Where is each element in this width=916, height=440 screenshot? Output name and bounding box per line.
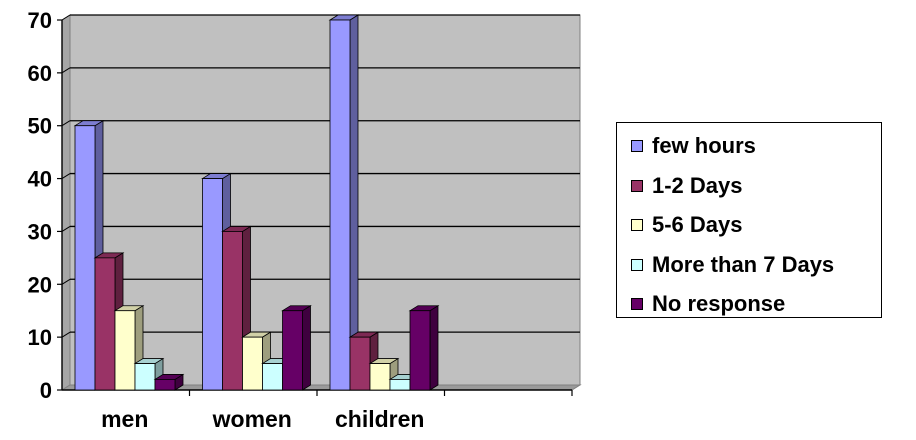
bar-front [202,178,223,391]
side-wall [61,14,71,391]
legend-swatch [631,298,643,310]
bar-side [429,304,439,391]
bars [73,14,440,391]
bar-front [262,363,283,391]
bar [153,373,185,391]
bar [408,304,440,391]
x-tick-label: men [101,406,148,432]
gridline-side [61,120,71,127]
bar [133,357,165,391]
legend-item: 1-2 Days [631,172,743,198]
x-axis-ticks: men women children [101,406,424,432]
gridline-side [61,331,71,338]
legend-swatch [631,219,643,231]
x-tick-label: women [212,406,292,432]
legend-item: 5-6 Days [631,212,743,237]
gridline-side [61,226,71,232]
gridlines [61,14,580,338]
legend-label: More than 7 Days [652,251,835,277]
legend-item: More than 7 Days [631,251,835,277]
gridline-side [61,67,71,74]
bar-front [329,19,351,391]
gridline-side [61,14,71,21]
back-wall [69,14,581,386]
y-axis-ticks: 0 10 20 30 40 50 60 70 [28,8,52,403]
y-tick-label: 20 [28,272,52,297]
bar-chart: 0 10 20 30 40 50 60 70 men women children [28,8,582,432]
y-tick-label: 70 [28,8,52,33]
bar-front [222,231,243,391]
bar [328,14,360,391]
bar-front [114,310,136,391]
y-tick-label: 0 [40,378,52,403]
bar-front [369,363,391,391]
gridline-side [61,278,71,285]
bar-front [409,310,431,391]
legend: few hours 1-2 Days 5-6 Days More than 7 Day… [616,122,882,318]
x-tick-label: children [335,406,424,432]
y-tick-label: 60 [28,61,52,86]
bar-front [389,379,411,391]
bar-front [134,363,156,391]
bar-front [349,336,371,391]
y-tick-label: 40 [28,167,52,192]
bar-front [282,310,303,391]
legend-label: 5-6 Days [652,212,743,237]
legend-item: few hours [631,133,756,158]
legend-swatch [631,179,643,192]
bar-side [302,304,311,391]
legend-label: No response [652,291,786,316]
y-tick-label: 10 [28,325,52,350]
bar-front [154,379,176,391]
gridline-side [61,173,71,179]
bar-front [242,336,263,391]
bar [281,304,312,391]
legend-label: 1-2 Days [652,172,743,198]
y-tick-label: 50 [28,114,52,139]
legend-item: No response [631,291,786,316]
legend-label: few hours [652,133,756,158]
y-tick-label: 30 [28,219,52,244]
legend-swatch [631,258,643,271]
bar-front [74,125,96,391]
bar-front [94,257,116,391]
legend-swatch [631,140,643,152]
bar [368,357,400,391]
